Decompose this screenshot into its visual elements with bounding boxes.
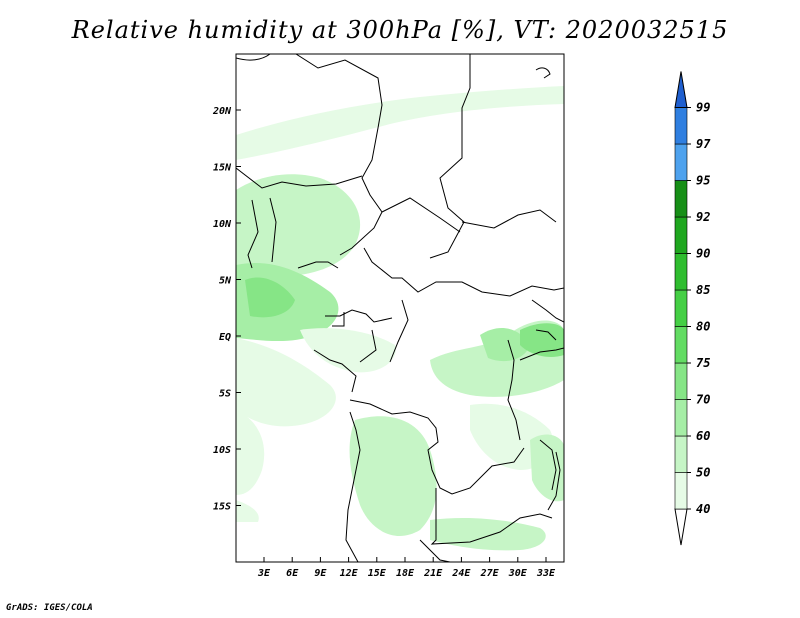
colorbar-bin xyxy=(674,399,688,437)
lat-label: 20N xyxy=(212,106,232,117)
lat-label: 15N xyxy=(213,163,232,174)
lon-label: 27E xyxy=(480,568,500,579)
colorbar-label: 50 xyxy=(696,466,710,480)
lon-label: 12E xyxy=(340,568,359,579)
colorbar-upper-arrow xyxy=(674,71,688,108)
map-title: Relative humidity at 300hPa [%], VT: 202… xyxy=(71,16,729,44)
colorbar-label: 92 xyxy=(696,210,710,224)
colorbar-lower-arrow xyxy=(674,508,688,546)
colorbar-label: 75 xyxy=(696,356,710,370)
colorbar-legend: 40 50 60 70 75 80 85 90 92 95 97 99 xyxy=(674,71,711,546)
colorbar-bin xyxy=(674,143,688,181)
colorbar-bin xyxy=(674,326,688,364)
lon-label: 3E xyxy=(257,568,271,579)
colorbar-label: 80 xyxy=(696,320,710,334)
grads-credit: GrADS: IGES/COLA xyxy=(6,603,93,613)
colorbar-bin xyxy=(674,107,688,145)
colorbar-bin xyxy=(674,253,688,291)
colorbar-label: 70 xyxy=(696,393,710,407)
country-boundaries xyxy=(236,54,564,562)
lon-label: 6E xyxy=(286,568,299,579)
lon-label: 9E xyxy=(314,568,327,579)
colorbar-label: 85 xyxy=(696,283,710,297)
colorbar-label: 97 xyxy=(696,137,711,151)
lon-label: 15E xyxy=(368,568,387,579)
lat-label: 15S xyxy=(213,502,231,513)
lon-label: 21E xyxy=(423,568,443,579)
map-frame xyxy=(235,53,565,563)
colorbar-bin xyxy=(674,216,688,254)
humidity-field xyxy=(236,86,564,551)
colorbar-label: 40 xyxy=(696,502,710,516)
colorbar-bin xyxy=(674,289,688,327)
colorbar-label: 99 xyxy=(696,101,710,115)
colorbar-label: 60 xyxy=(696,429,710,443)
colorbar-bin xyxy=(674,472,688,510)
lat-label: 10N xyxy=(213,219,232,230)
lat-label: 5N xyxy=(219,276,232,287)
latitude-axis: 20N 15N 10N 5N EQ 5S 10S 15S xyxy=(212,106,241,513)
lat-label: 10S xyxy=(213,445,231,456)
lat-label: EQ xyxy=(219,332,231,343)
lat-label: 5S xyxy=(219,389,231,400)
colorbar-label: 95 xyxy=(696,174,710,188)
colorbar-bin xyxy=(674,180,688,218)
colorbar-label: 90 xyxy=(696,247,710,261)
longitude-axis: 3E 6E 9E 12E 15E 18E 21E 24E 27E 30E 33E xyxy=(257,557,556,579)
lon-label: 33E xyxy=(536,568,556,579)
lon-label: 18E xyxy=(396,568,415,579)
colorbar-bin xyxy=(674,362,688,400)
lon-label: 24E xyxy=(451,568,471,579)
colorbar-bin xyxy=(674,435,688,473)
lon-label: 30E xyxy=(508,568,528,579)
